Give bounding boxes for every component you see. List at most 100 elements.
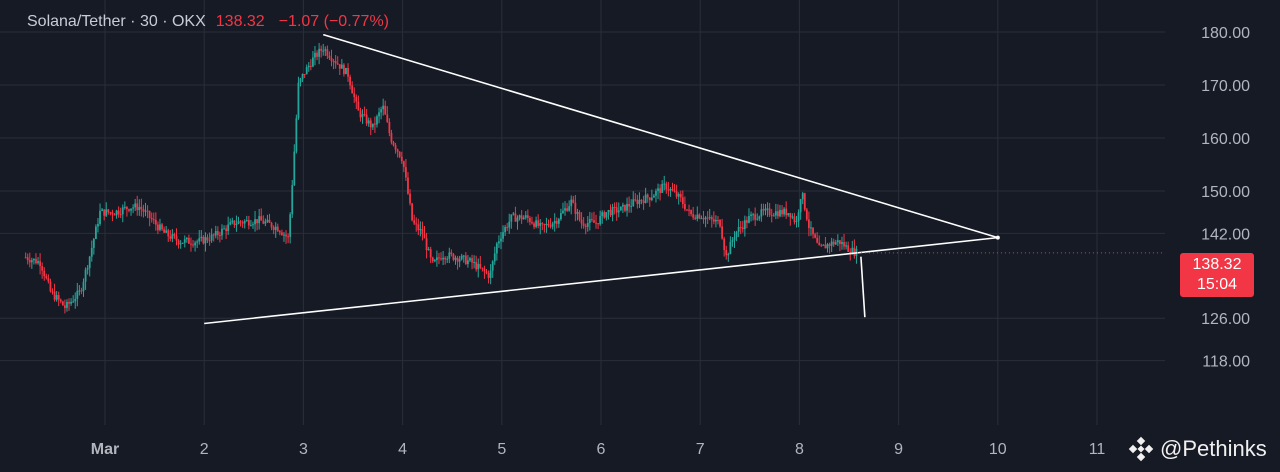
- candle-body: [541, 223, 544, 225]
- candle-body: [355, 97, 358, 102]
- symbol-label[interactable]: Solana/Tether · 30 · OKX: [27, 13, 206, 30]
- candle-body: [700, 218, 703, 220]
- candle-body: [739, 227, 742, 229]
- candle-body: [438, 257, 440, 259]
- candle-body: [704, 217, 707, 220]
- binance-logo-icon: [1128, 436, 1154, 462]
- candle-body: [305, 67, 308, 75]
- candle-body: [681, 197, 684, 205]
- candle-body: [698, 214, 701, 219]
- candle-body: [86, 268, 89, 270]
- candle-body: [506, 227, 509, 229]
- candle-body: [446, 258, 449, 260]
- candle-body: [458, 259, 461, 262]
- candle-body: [696, 214, 699, 219]
- candle-body: [812, 227, 814, 235]
- candle-body: [423, 234, 426, 239]
- candle-body: [192, 244, 194, 246]
- candle-body: [760, 209, 763, 217]
- last-price-tag: 138.32 15:04: [1180, 253, 1254, 297]
- candle-body: [330, 57, 333, 61]
- candle-body: [754, 214, 757, 220]
- candle-body: [787, 213, 790, 216]
- candle-body: [673, 190, 676, 192]
- candle-body: [225, 228, 228, 232]
- candle-body: [392, 142, 395, 146]
- candle-body: [717, 219, 719, 221]
- candle-body: [688, 209, 690, 211]
- candle-body: [471, 258, 473, 263]
- candle-body: [185, 237, 188, 240]
- y-tick-label: 180.00: [1201, 25, 1250, 42]
- candle-body: [628, 203, 631, 207]
- candle-body: [479, 263, 482, 268]
- candle-body: [510, 214, 513, 222]
- last-price-value: 138.32: [1192, 256, 1242, 273]
- candle-body: [663, 183, 666, 185]
- candle-body: [783, 208, 786, 215]
- candle-body: [380, 109, 383, 113]
- chart-header: Solana/Tether · 30 · OKX 138.32 −1.07 (−…: [27, 13, 389, 31]
- candle-body: [440, 258, 442, 260]
- candle-body: [584, 225, 587, 227]
- candle-body: [241, 222, 244, 224]
- candle-body: [365, 114, 368, 124]
- candle-body: [624, 204, 626, 211]
- candle-body: [113, 214, 116, 216]
- candle-body: [764, 208, 767, 211]
- candle-body: [343, 64, 345, 75]
- watermark-handle: @Pethinks: [1160, 436, 1267, 461]
- candle-body: [92, 238, 95, 248]
- candle-body: [694, 217, 697, 219]
- y-tick-label: 126.00: [1201, 311, 1250, 328]
- candle-body: [712, 219, 715, 222]
- candle-body: [55, 295, 58, 300]
- candle-body: [789, 213, 792, 218]
- candle-body: [272, 227, 275, 230]
- candle-body: [134, 203, 137, 208]
- candle-body: [415, 223, 418, 225]
- candle-body: [307, 65, 310, 68]
- candle-body: [710, 217, 713, 220]
- candle-body: [444, 257, 447, 260]
- candle-body: [487, 272, 490, 278]
- candle-body: [836, 240, 839, 243]
- candle-body: [316, 52, 318, 57]
- candle-body: [731, 240, 734, 242]
- candle-body: [252, 224, 254, 226]
- candle-body: [194, 242, 197, 246]
- candle-body: [417, 224, 420, 231]
- candle-body: [735, 231, 738, 238]
- trendlines: [204, 33, 1165, 325]
- candle-body: [179, 243, 182, 245]
- candle-body: [615, 207, 618, 213]
- candle-body: [33, 258, 35, 261]
- candle-body: [159, 224, 161, 231]
- candle-body: [88, 256, 91, 269]
- candle-body: [493, 253, 496, 262]
- candle-body: [574, 202, 577, 214]
- candle-body: [123, 206, 126, 208]
- candle-body: [376, 116, 378, 125]
- candle-body: [128, 209, 130, 211]
- price-axis: 118.00 126.00 142.00 150.00 160.00 170.00 180.…: [1201, 25, 1250, 371]
- candle-body: [309, 65, 312, 67]
- candle-body: [37, 261, 39, 264]
- candle-body: [690, 210, 693, 215]
- candle-body: [51, 291, 54, 293]
- candle-body: [148, 211, 151, 219]
- candle-body: [245, 220, 248, 222]
- candle-body: [562, 210, 564, 214]
- candle-body: [659, 188, 662, 193]
- candle-body: [644, 194, 647, 203]
- candle-body: [553, 220, 556, 224]
- candle-body: [163, 229, 166, 233]
- x-tick-label: 7: [696, 441, 705, 458]
- candle-body: [171, 234, 174, 239]
- candle-body: [489, 270, 492, 278]
- candle-body: [667, 189, 670, 191]
- candle-body: [336, 63, 339, 65]
- candle-body: [400, 156, 403, 162]
- candle-body: [485, 271, 488, 273]
